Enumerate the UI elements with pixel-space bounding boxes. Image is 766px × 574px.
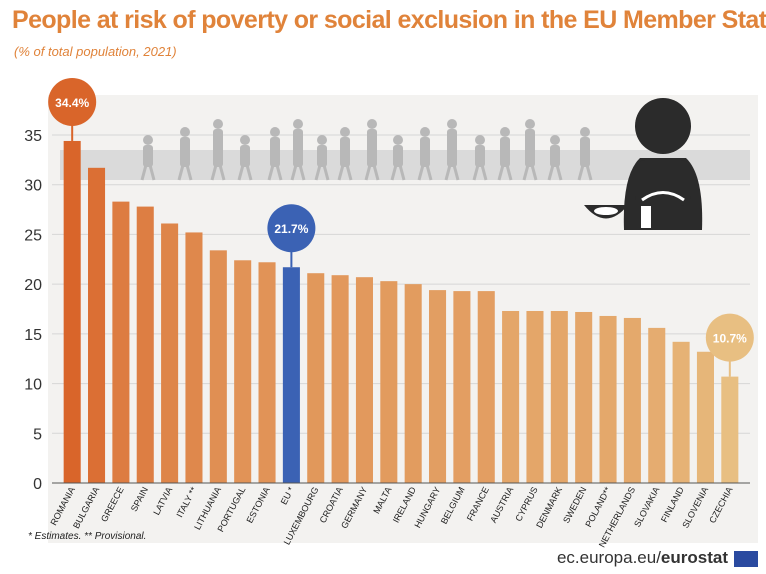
person-silhouette-icon <box>444 119 460 181</box>
bar-italy <box>185 232 203 483</box>
bar-layer <box>63 140 739 484</box>
footnote: * Estimates. ** Provisional. <box>28 531 147 542</box>
person-silhouette-icon <box>497 127 513 181</box>
person-silhouette-icon <box>290 119 306 181</box>
bar-greece <box>112 201 130 484</box>
bar-spain <box>136 206 154 484</box>
bar-poland <box>599 315 617 483</box>
seated-person-icon <box>623 98 703 230</box>
source-domain: ec.europa.eu/ <box>556 548 661 567</box>
person-silhouette-icon <box>522 119 538 181</box>
person-silhouette-icon <box>390 135 406 181</box>
bar-bulgaria <box>88 167 106 483</box>
bar-slovakia <box>648 327 666 483</box>
person-silhouette-icon <box>577 127 593 181</box>
bar-latvia <box>161 223 179 483</box>
person-silhouette-icon <box>364 119 380 181</box>
bar-estonia <box>258 262 276 483</box>
person-silhouette-icon <box>237 135 253 181</box>
person-silhouette-icon <box>472 135 488 181</box>
bar-czechia <box>721 376 739 483</box>
bar-netherlands <box>623 317 641 483</box>
y-tick-label: 30 <box>24 178 42 195</box>
bar-luxembourg <box>307 273 325 483</box>
bowl-icon <box>584 205 628 219</box>
callout-high: 34.4% <box>48 77 97 141</box>
callout-label: 21.7% <box>274 222 308 236</box>
person-silhouette-icon <box>267 127 283 181</box>
callout-label: 10.7% <box>713 332 747 346</box>
callout-eu: 21.7% <box>267 204 316 268</box>
bar-hungary <box>429 290 447 483</box>
y-tick-label: 5 <box>33 426 42 443</box>
bar-germany <box>355 277 373 483</box>
bar-sweden <box>575 311 593 483</box>
person-silhouette-icon <box>210 119 226 181</box>
decoration-layer <box>60 98 750 230</box>
person-silhouette-icon <box>337 127 353 181</box>
bar-lithuania <box>209 250 227 483</box>
y-tick-label: 35 <box>24 128 42 145</box>
y-tick-label: 25 <box>24 227 42 244</box>
bar-portugal <box>234 260 252 483</box>
bar-finland <box>672 341 690 483</box>
bar-croatia <box>331 275 349 483</box>
chart-subtitle: (% of total population, 2021) <box>14 44 177 59</box>
y-tick-label: 15 <box>24 327 42 344</box>
callout-layer: 34.4% 21.7% 10.7% <box>48 77 754 377</box>
person-silhouette-icon <box>314 135 330 181</box>
bar-austria <box>502 310 520 483</box>
callout-label: 34.4% <box>55 96 89 110</box>
source-brand: eurostat <box>660 548 728 567</box>
y-tick-label: 20 <box>24 277 42 294</box>
person-silhouette-icon <box>547 135 563 181</box>
chart-title: People at risk of poverty or social excl… <box>12 6 766 34</box>
bar-eu <box>282 267 300 483</box>
bar-belgium <box>453 291 471 483</box>
bar-slovenia <box>696 351 714 483</box>
eu-flag-icon <box>734 551 758 567</box>
source-link[interactable]: ec.europa.eu/eurostat <box>557 548 728 568</box>
y-tick-label: 10 <box>24 377 42 394</box>
bar-denmark <box>550 310 568 483</box>
y-tick-label: 0 <box>33 476 42 493</box>
bar-malta <box>380 281 398 483</box>
person-silhouette-icon <box>140 135 156 181</box>
bar-romania <box>63 140 81 484</box>
bar-cyprus <box>526 310 544 483</box>
person-silhouette-icon <box>177 127 193 181</box>
bar-ireland <box>404 284 422 483</box>
callout-low: 10.7% <box>705 313 754 377</box>
bar-france <box>477 291 495 483</box>
person-silhouette-icon <box>417 127 433 181</box>
